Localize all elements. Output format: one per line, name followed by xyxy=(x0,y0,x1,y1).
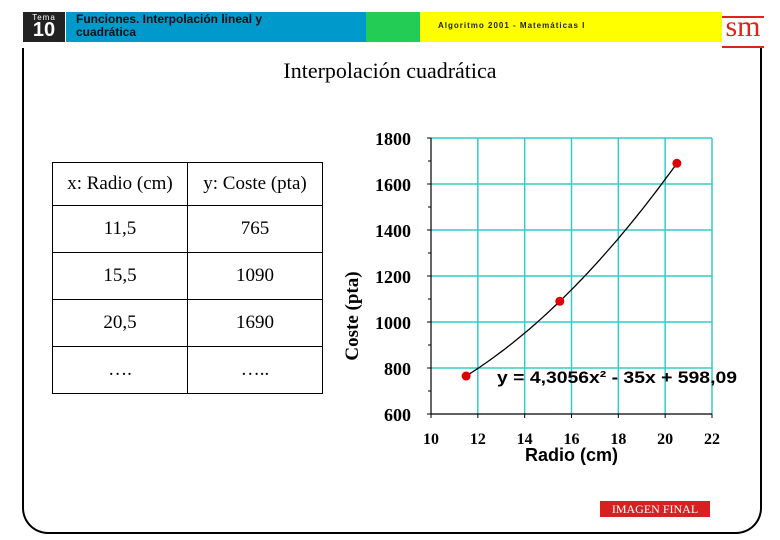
table-row: …. ….. xyxy=(52,346,323,394)
table-cell: 765 xyxy=(187,205,323,253)
data-point xyxy=(461,371,471,381)
y-tick-label: 1400 xyxy=(375,221,411,241)
table-cell: 15,5 xyxy=(52,252,188,300)
tema-badge: Tema 10 xyxy=(23,12,65,42)
x-tick-label: 16 xyxy=(564,431,580,448)
equation-label: y = 4,3056x² - 35x + 598,09 xyxy=(497,368,737,387)
table-cell: 11,5 xyxy=(52,205,188,253)
yellow-bar xyxy=(420,12,722,42)
x-tick-label: 20 xyxy=(657,431,673,448)
table-row: 20,5 1690 xyxy=(52,299,323,347)
table-cell: …. xyxy=(52,346,188,394)
table-row: 11,5 765 xyxy=(52,205,323,253)
y-tick-label: 1600 xyxy=(375,175,411,195)
logo-text: sm xyxy=(725,10,761,43)
y-tick-label: 1000 xyxy=(375,313,411,333)
page-title: Interpolación cuadrática xyxy=(283,58,497,83)
y-tick-label: 1200 xyxy=(375,267,411,287)
y-tick-label: 800 xyxy=(384,359,411,379)
x-tick-label: 12 xyxy=(470,431,486,448)
x-tick-label: 14 xyxy=(517,431,533,448)
x-tick-label: 18 xyxy=(610,431,626,448)
title-bar: Funciones. Interpolación lineal y cuadrá… xyxy=(66,12,366,42)
x-tick-label: 10 xyxy=(423,431,439,448)
unit-title: Funciones. Interpolación lineal y cuadrá… xyxy=(76,12,263,39)
green-bar xyxy=(366,12,420,42)
x-axis-label: Radio (cm) xyxy=(525,445,618,465)
x-tick-label: 22 xyxy=(704,431,720,448)
tema-label: Tema xyxy=(32,13,56,22)
fitted-curve xyxy=(465,162,678,377)
data-point xyxy=(555,296,565,306)
y-tick-label: 1800 xyxy=(375,129,411,149)
data-table: x: Radio (cm) y: Coste (pta) 11,5 765 15… xyxy=(52,162,323,394)
data-point xyxy=(672,158,682,168)
header: Tema 10 Funciones. Interpolación lineal … xyxy=(0,0,780,50)
course-label: Algoritmo 2001 - Matemáticas I xyxy=(438,21,586,30)
y-tick-label: 600 xyxy=(384,405,411,425)
table-cell: ….. xyxy=(187,346,323,394)
logo-line-top xyxy=(722,16,764,18)
slide-frame xyxy=(22,48,762,534)
sm-logo: sm xyxy=(722,10,764,50)
tema-number: 10 xyxy=(32,19,56,41)
logo-line-bottom xyxy=(722,46,764,48)
table-row: 15,5 1090 xyxy=(52,252,323,300)
table-cell: 20,5 xyxy=(52,299,188,347)
column-header-y: y: Coste (pta) xyxy=(187,162,323,206)
y-axis-label: Coste (pta) xyxy=(342,271,363,360)
imagen-final-badge: IMAGEN FINAL xyxy=(600,501,710,517)
